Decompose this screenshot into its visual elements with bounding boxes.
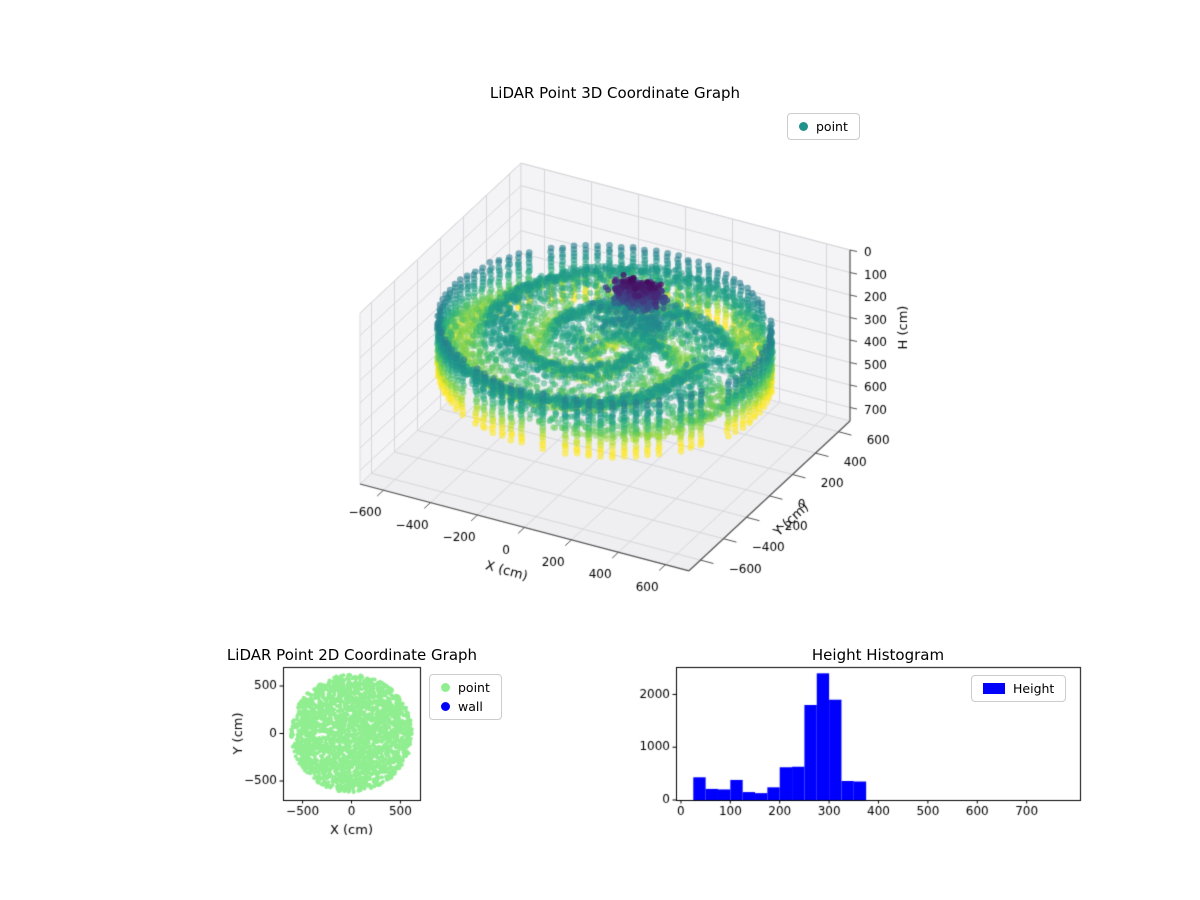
legend-label-height: Height bbox=[1013, 681, 1055, 696]
legend-entry-point: point bbox=[799, 119, 848, 134]
point-marker-icon bbox=[441, 683, 450, 692]
histogram-title: Height Histogram bbox=[811, 646, 945, 664]
legend-label-point: point bbox=[458, 680, 490, 695]
legend-label-point: point bbox=[816, 119, 848, 134]
legend-entry-height: Height bbox=[983, 681, 1054, 696]
wall-marker-icon bbox=[441, 702, 450, 711]
legend-label-wall: wall bbox=[458, 699, 483, 714]
plot2d-title: LiDAR Point 2D Coordinate Graph bbox=[226, 646, 478, 664]
histogram-legend: Height bbox=[971, 675, 1067, 702]
plot3d-legend: point bbox=[787, 113, 860, 140]
point-marker-icon bbox=[799, 122, 808, 131]
plot3d-title: LiDAR Point 3D Coordinate Graph bbox=[489, 84, 741, 102]
legend-entry-wall: wall bbox=[441, 699, 490, 714]
legend-entry-point: point bbox=[441, 680, 490, 695]
height-swatch-icon bbox=[983, 683, 1005, 694]
plot2d-legend: point wall bbox=[429, 674, 502, 720]
